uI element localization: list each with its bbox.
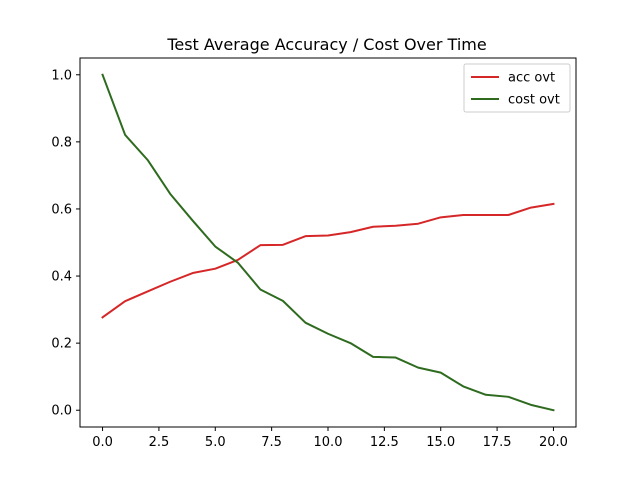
y-axis: 0.0 0.2 0.4 0.6 0.8 1.0 — [51, 68, 80, 419]
series-line-cost-ovt — [101, 73, 555, 412]
legend-label: acc ovt — [508, 71, 555, 86]
x-tick-label: 0.0 — [92, 435, 113, 450]
plot-area-frame — [79, 57, 577, 428]
x-tick-label: 10.0 — [314, 435, 343, 450]
y-tick-label: 1.0 — [51, 68, 72, 83]
x-tick-label: 2.5 — [149, 435, 170, 450]
x-axis: 0.0 2.5 5.0 7.5 10.0 12.5 15.0 17.5 20.0 — [92, 427, 568, 450]
y-tick-label: 0.8 — [51, 135, 72, 150]
legend-label: cost ovt — [508, 93, 560, 108]
x-tick-label: 15.0 — [426, 435, 455, 450]
x-tick-label: 7.5 — [261, 435, 282, 450]
y-tick-label: 0.2 — [51, 337, 72, 352]
series-layer — [101, 73, 555, 412]
y-tick-label: 0.6 — [51, 202, 72, 217]
x-tick-label: 5.0 — [205, 435, 226, 450]
x-tick-label: 17.5 — [483, 435, 512, 450]
chart-title: Test Average Accuracy / Cost Over Time — [166, 35, 486, 54]
legend: acc ovt cost ovt — [463, 63, 571, 113]
series-line-acc-ovt — [101, 202, 555, 319]
y-tick-label: 0.0 — [51, 404, 72, 419]
x-tick-label: 20.0 — [539, 435, 568, 450]
x-tick-label: 12.5 — [370, 435, 399, 450]
y-tick-label: 0.4 — [51, 270, 72, 285]
